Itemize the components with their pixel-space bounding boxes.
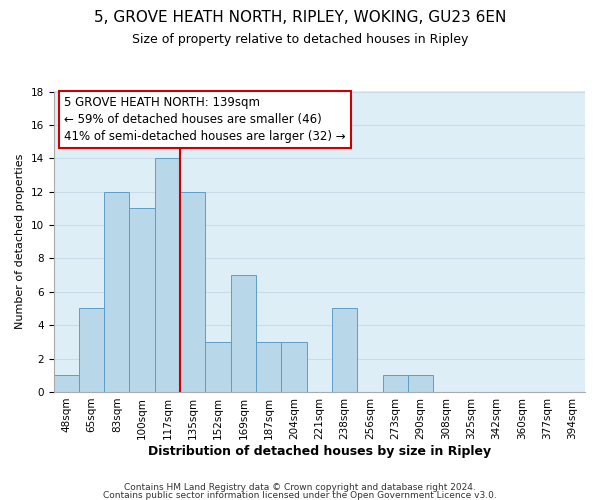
Bar [180, 192, 205, 392]
Text: 5, GROVE HEATH NORTH, RIPLEY, WOKING, GU23 6EN: 5, GROVE HEATH NORTH, RIPLEY, WOKING, GU… [94, 10, 506, 25]
Text: 5 GROVE HEATH NORTH: 139sqm
← 59% of detached houses are smaller (46)
41% of sem: 5 GROVE HEATH NORTH: 139sqm ← 59% of det… [64, 96, 346, 143]
Y-axis label: Number of detached properties: Number of detached properties [15, 154, 25, 330]
Bar [256, 342, 281, 392]
Bar [383, 376, 408, 392]
Bar [155, 158, 180, 392]
Text: Size of property relative to detached houses in Ripley: Size of property relative to detached ho… [132, 32, 468, 46]
Bar [53, 376, 79, 392]
Bar [205, 342, 230, 392]
Bar [104, 192, 130, 392]
Bar [332, 308, 357, 392]
Bar [79, 308, 104, 392]
X-axis label: Distribution of detached houses by size in Ripley: Distribution of detached houses by size … [148, 444, 491, 458]
Bar [230, 275, 256, 392]
Bar [281, 342, 307, 392]
Text: Contains public sector information licensed under the Open Government Licence v3: Contains public sector information licen… [103, 491, 497, 500]
Text: Contains HM Land Registry data © Crown copyright and database right 2024.: Contains HM Land Registry data © Crown c… [124, 484, 476, 492]
Bar [130, 208, 155, 392]
Bar [408, 376, 433, 392]
